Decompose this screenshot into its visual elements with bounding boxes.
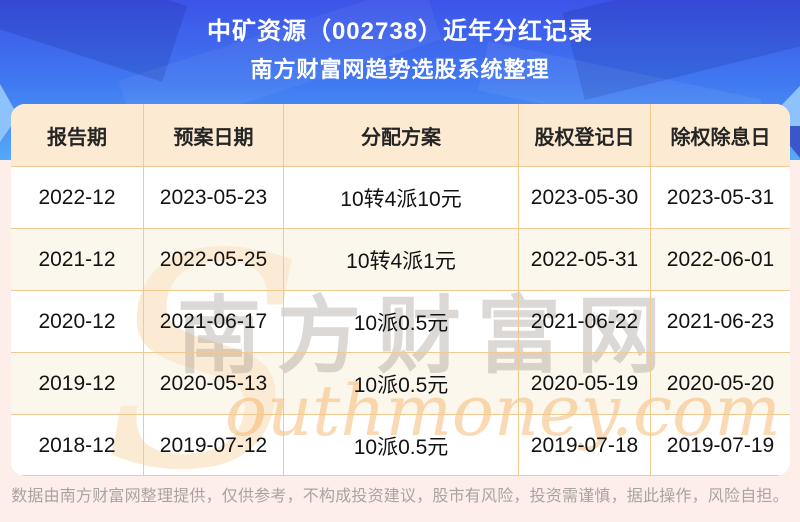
- table-header-row: 报告期 预案日期 分配方案 股权登记日 除权除息日: [11, 104, 790, 166]
- page-subtitle: 南方财富网趋势选股系统整理: [250, 57, 550, 82]
- table-cell: 2020-05-19: [518, 352, 650, 414]
- table-row: 2020-12 2021-06-17 10派0.5元 2021-06-22 20…: [11, 290, 790, 352]
- table-cell: 2022-12: [11, 166, 143, 228]
- table-cell: 2019-07-12: [143, 414, 283, 476]
- table-cell: 2023-05-30: [518, 166, 650, 228]
- table-cell: 2020-05-20: [650, 352, 790, 414]
- table-cell: 2022-06-01: [650, 228, 790, 290]
- table-cell: 2020-12: [11, 290, 143, 352]
- table-row: 2018-12 2019-07-12 10派0.5元 2019-07-18 20…: [11, 414, 790, 476]
- column-header-distribution-plan: 分配方案: [283, 104, 518, 166]
- table-cell: 2019-07-18: [518, 414, 650, 476]
- table-cell: 10转4派10元: [283, 166, 518, 228]
- table-bottom-border: [11, 475, 790, 476]
- table-cell: 2019-07-19: [650, 414, 790, 476]
- table-row: 2021-12 2022-05-25 10转4派1元 2022-05-31 20…: [11, 228, 790, 290]
- table-cell: 2021-06-22: [518, 290, 650, 352]
- table-cell: 2022-05-31: [518, 228, 650, 290]
- table-cell: 2019-12: [11, 352, 143, 414]
- table-cell: 2022-05-25: [143, 228, 283, 290]
- table-cell: 10派0.5元: [283, 352, 518, 414]
- page-title: 中矿资源（002738）近年分红记录: [206, 18, 594, 45]
- table-cell: 2021-12: [11, 228, 143, 290]
- column-header-report-period: 报告期: [47, 126, 107, 149]
- table-cell: 2023-05-31: [650, 166, 790, 228]
- table-row: 2019-12 2020-05-13 10派0.5元 2020-05-19 20…: [11, 352, 790, 414]
- table-row: 2022-12 2023-05-23 10转4派10元 2023-05-30 2…: [11, 166, 790, 228]
- table-cell: 2021-06-17: [143, 290, 283, 352]
- table-cell: 10派0.5元: [283, 290, 518, 352]
- disclaimer-text: 数据由南方财富网整理提供，仅供参考，不构成投资建议，股市有风险，投资需谨慎，据此…: [11, 488, 789, 505]
- column-header-ex-dividend-date: 除权除息日: [650, 104, 790, 166]
- table-cell: 2020-05-13: [143, 352, 283, 414]
- page-title-block: 中矿资源（002738）近年分红记录 南方财富网趋势选股系统整理: [0, 16, 800, 85]
- column-header-plan-date: 预案日期: [143, 104, 283, 166]
- table-cell: 2018-12: [11, 414, 143, 476]
- dividend-table: S 南方财富网 outhmoney.com 报告期 预案日期 分配方案 股权登记…: [11, 104, 790, 476]
- column-header-record-date: 股权登记日: [518, 104, 650, 166]
- table-cell: 10派0.5元: [283, 414, 518, 476]
- table-cell: 2021-06-23: [650, 290, 790, 352]
- table-cell: 10转4派1元: [283, 228, 518, 290]
- table-cell: 2023-05-23: [143, 166, 283, 228]
